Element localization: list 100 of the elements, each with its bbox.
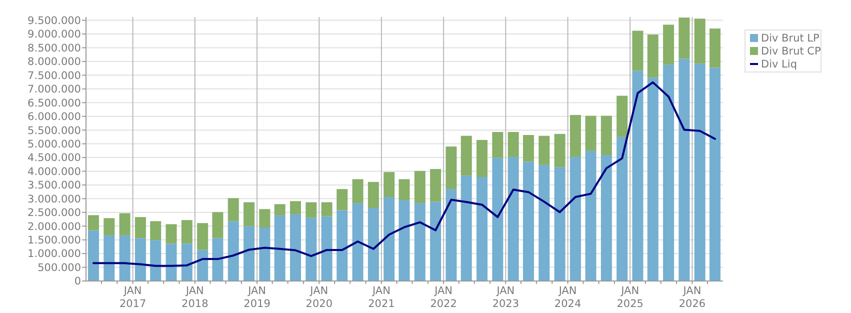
bar (538, 136, 550, 165)
bar (600, 116, 612, 156)
bar (119, 235, 130, 281)
bar (244, 226, 255, 281)
x-tick-label: JAN 2021 (368, 285, 395, 310)
bar (710, 68, 720, 281)
bar (228, 221, 239, 281)
y-tick-label: 7.000.000 (28, 84, 81, 96)
bar (88, 230, 99, 281)
bar (352, 179, 364, 204)
bar (134, 217, 146, 238)
y-tick-label: 3.500.000 (28, 180, 81, 192)
bar (166, 244, 177, 281)
bar (414, 203, 426, 281)
bar (197, 250, 208, 281)
bar (244, 202, 255, 226)
y-tick-label: 6.000.000 (28, 111, 81, 124)
y-tick-label: 5.000.000 (28, 138, 81, 150)
bar (274, 204, 286, 216)
bar (150, 240, 162, 281)
bar (336, 189, 348, 210)
bar (321, 216, 332, 281)
x-tick-label: JAN 2019 (244, 285, 270, 310)
y-tick-label: 9.000.000 (28, 28, 81, 41)
line-series (92, 81, 716, 267)
y-tick-label: 2.000.000 (28, 220, 81, 233)
bar (476, 176, 488, 281)
legend-label: Div Brut LP (761, 32, 820, 45)
y-tick-label: 2.500.000 (28, 207, 81, 220)
bar (306, 218, 317, 281)
y-tick-label: 0 (74, 276, 81, 288)
bar (274, 215, 286, 281)
bar (522, 135, 534, 162)
bar (616, 136, 628, 281)
bar (694, 18, 706, 64)
bar (368, 208, 379, 281)
bar (460, 136, 472, 176)
bar (570, 114, 581, 157)
bar (104, 218, 115, 236)
y-tick-label: 500.000 (38, 262, 81, 274)
bar (352, 203, 364, 281)
x-tick-label: JAN 2020 (306, 285, 333, 310)
bar (384, 197, 395, 281)
bar (368, 182, 379, 208)
bar (181, 244, 192, 281)
bar (398, 200, 410, 281)
x-tick-label: JAN 2025 (616, 285, 644, 310)
bar (632, 30, 644, 71)
bar (508, 156, 519, 281)
y-tick-label: 8.000.000 (28, 56, 81, 68)
bar (134, 238, 146, 281)
legend-label: Div Liq (761, 58, 797, 71)
x-tick-label: JAN 2023 (492, 285, 520, 310)
bar (710, 28, 720, 68)
bar (460, 176, 472, 281)
y-tick-label: 4.000.000 (28, 166, 81, 178)
bar (694, 64, 706, 281)
bar (663, 24, 674, 65)
x-tick-label: JAN 2017 (119, 285, 146, 310)
bar (228, 198, 239, 222)
bar (321, 202, 332, 216)
bar (585, 116, 596, 151)
bar (522, 162, 534, 281)
bar (119, 213, 130, 236)
bar (212, 238, 224, 281)
y-tick-label: 8.500.000 (28, 42, 81, 54)
bar (430, 202, 442, 281)
bar (647, 34, 658, 78)
bar (212, 212, 224, 238)
y-tick-label: 4.500.000 (28, 152, 81, 164)
bar (647, 78, 658, 281)
bar (476, 140, 488, 177)
legend-label: Div Brut CP (761, 46, 821, 58)
bar (88, 215, 99, 230)
bar (678, 18, 690, 59)
x-tick-label: JAN 2024 (554, 285, 582, 310)
bar (259, 227, 270, 281)
bar (384, 172, 395, 198)
y-tick-label: 6.500.000 (28, 97, 81, 110)
y-tick-label: 7.500.000 (28, 70, 81, 82)
bar (197, 223, 208, 250)
bar (398, 179, 410, 200)
bar (290, 201, 301, 214)
y-tick-label: 1.000.000 (28, 248, 81, 260)
y-tick-label: 9.500.000 (28, 14, 81, 27)
y-tick-label: 1.500.000 (28, 234, 81, 247)
bar (554, 167, 566, 281)
bar (508, 132, 519, 157)
x-tick-label: JAN 2018 (182, 285, 208, 310)
bar (290, 214, 301, 281)
y-tick-label: 3.000.000 (28, 193, 81, 206)
x-tick-label: JAN 2022 (430, 285, 457, 310)
x-tick-label: JAN 2026 (678, 285, 706, 310)
bar (259, 209, 270, 228)
bar (414, 170, 426, 204)
bar (104, 235, 115, 281)
bar (570, 156, 581, 281)
bar (678, 58, 690, 281)
bar (446, 189, 457, 281)
bar (430, 169, 442, 202)
